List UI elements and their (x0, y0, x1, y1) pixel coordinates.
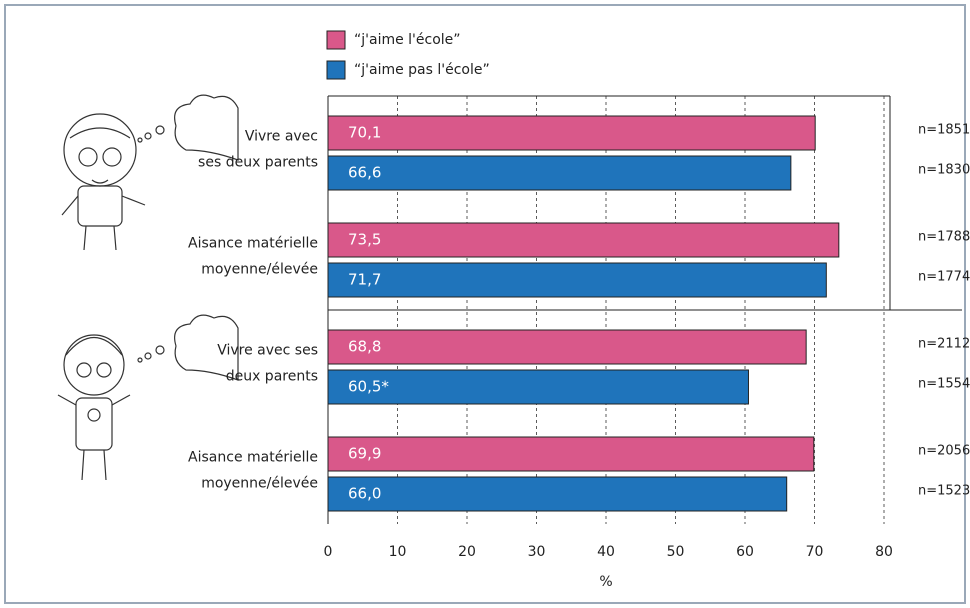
bar (327, 329, 807, 365)
bar (327, 369, 749, 405)
category-label: Aisance matérielle moyenne/élevée (188, 450, 318, 492)
x-tick-label: 70 (806, 544, 824, 560)
girl-illustration (57, 314, 239, 481)
value-label: 73,5 (348, 231, 381, 249)
category-label: Vivre avec ses deux parents (217, 343, 318, 385)
bar (327, 436, 815, 472)
value-label: 71,7 (348, 271, 381, 289)
frame (4, 4, 966, 604)
n-label: n=1523 (918, 484, 970, 499)
n-label: n=1851 (918, 123, 970, 138)
n-label: n=2056 (918, 444, 970, 459)
n-label: n=1788 (918, 230, 970, 245)
value-label: 66,0 (348, 485, 381, 503)
category-label: Aisance matérielle moyenne/élevée (188, 236, 318, 278)
value-label: 66,6 (348, 164, 381, 182)
value-label: 60,5* (348, 378, 389, 396)
x-tick-label: 50 (667, 544, 685, 560)
value-label: 68,8 (348, 338, 381, 356)
value-label: 69,9 (348, 445, 381, 463)
legend-swatch (326, 60, 346, 80)
legend-label: “j'aime pas l'école” (354, 62, 490, 78)
x-tick-label: 10 (389, 544, 407, 560)
boy-illustration (61, 94, 239, 251)
legend-swatch (326, 30, 346, 50)
category-label: Vivre avec ses deux parents (198, 129, 318, 171)
n-label: n=2112 (918, 337, 970, 352)
bar (327, 115, 816, 151)
n-label: n=1830 (918, 163, 970, 178)
n-label: n=1554 (918, 377, 970, 392)
bar (327, 155, 792, 191)
x-tick-label: 0 (324, 544, 333, 560)
bar (327, 262, 827, 298)
legend-label: “j'aime l'école” (354, 32, 461, 48)
n-label: n=1774 (918, 270, 970, 285)
x-tick-label: 80 (875, 544, 893, 560)
bar (327, 222, 840, 258)
x-axis-label: % (599, 574, 612, 590)
value-label: 70,1 (348, 124, 381, 142)
x-tick-label: 40 (597, 544, 615, 560)
x-tick-label: 20 (458, 544, 476, 560)
x-tick-label: 30 (528, 544, 546, 560)
bar (327, 476, 788, 512)
x-tick-label: 60 (736, 544, 754, 560)
